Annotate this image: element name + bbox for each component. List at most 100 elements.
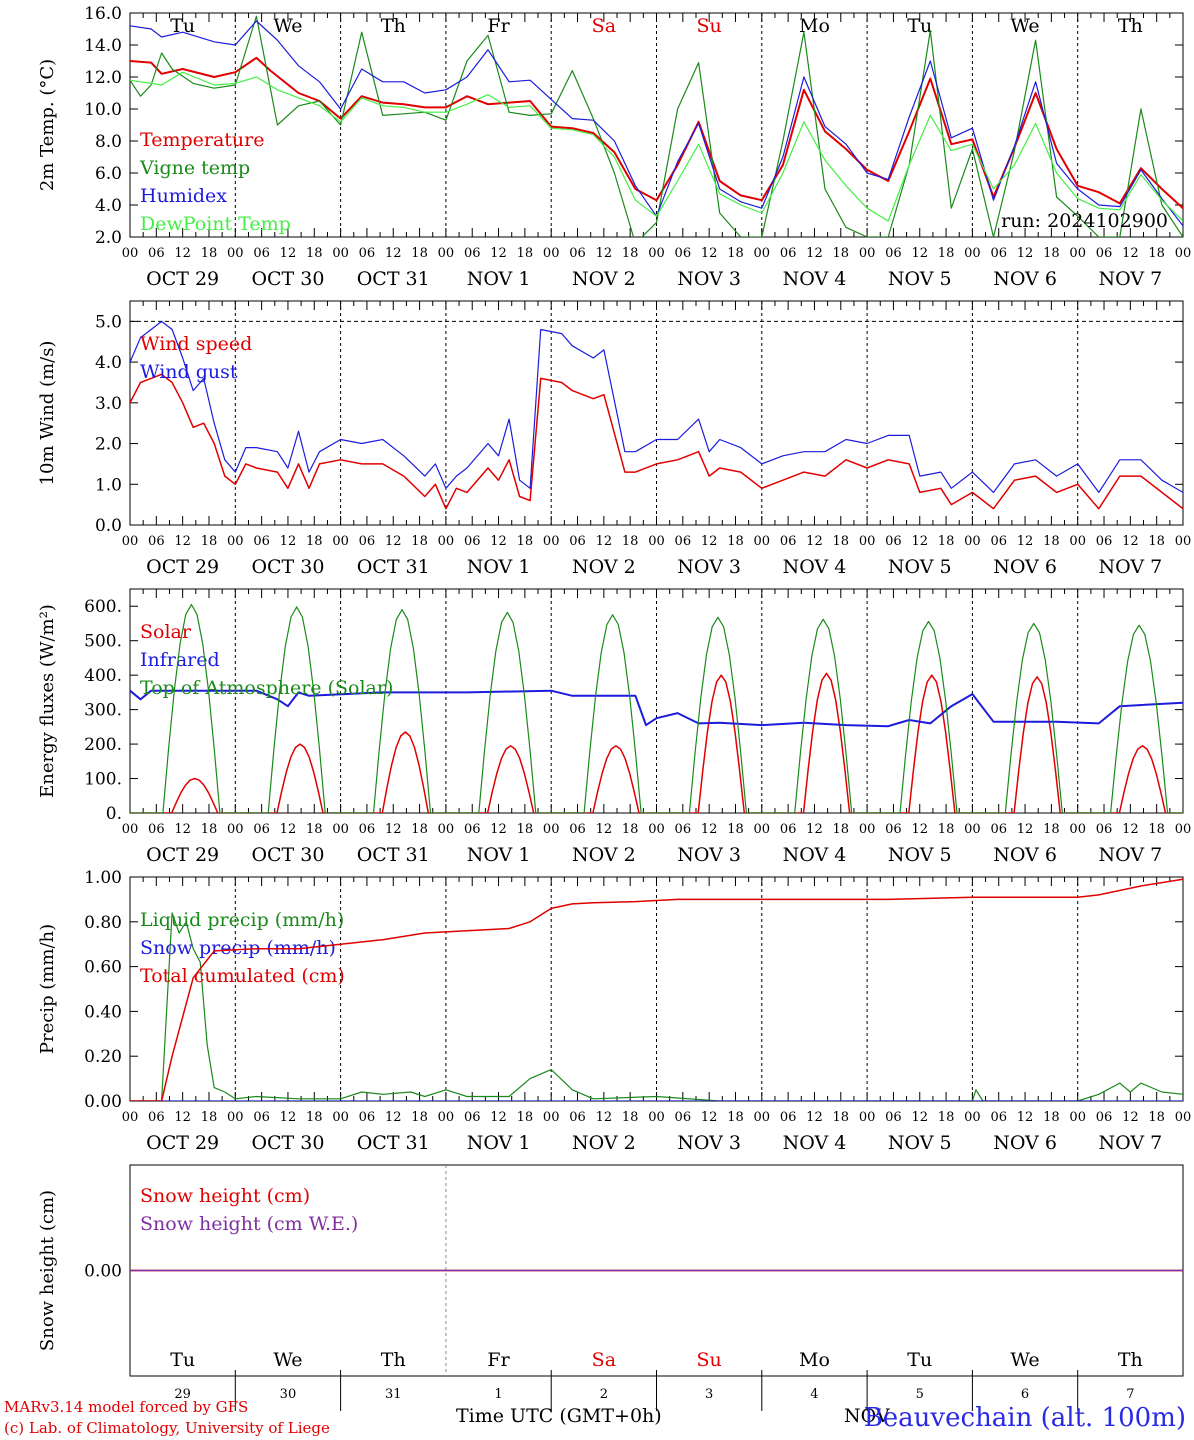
energy-hour-label: 18 xyxy=(306,822,323,837)
energy-hour-label: 18 xyxy=(411,822,428,837)
wind-hour-label: 00 xyxy=(332,534,349,549)
precip-hour-label: 00 xyxy=(964,1110,981,1125)
precip-hour-label: 18 xyxy=(938,1110,955,1125)
temp-hour-label: 00 xyxy=(859,246,876,261)
temp-legend-entry: Humidex xyxy=(140,185,227,207)
energy-date-label: OCT 30 xyxy=(251,844,324,866)
energy-hour-label: 12 xyxy=(385,822,402,837)
energy-y-tick-label: 100. xyxy=(84,770,122,790)
temp-hour-label: 00 xyxy=(122,246,139,261)
snow-day-number: 30 xyxy=(280,1387,297,1402)
temp-day-name: Th xyxy=(381,15,406,37)
energy-hour-label: 12 xyxy=(806,822,823,837)
snow-day-name: Mo xyxy=(799,1349,830,1371)
energy-date-label: OCT 29 xyxy=(146,844,219,866)
precip-hour-label: 18 xyxy=(201,1110,218,1125)
time-axis-label: Time UTC (GMT+0h) xyxy=(456,1405,662,1427)
energy-hour-label: 00 xyxy=(648,822,665,837)
temp-hour-label: 06 xyxy=(253,246,270,261)
temp-date-label: OCT 31 xyxy=(357,268,430,290)
temp-series-dewpoint-temp xyxy=(130,71,1183,222)
temp-day-name: Tu xyxy=(907,15,932,37)
precip-legend-entry: Total cumulated (cm) xyxy=(140,965,345,987)
precip-series-liquid-precip-mm-h- xyxy=(130,912,1183,1101)
wind-date-label: OCT 31 xyxy=(357,556,430,578)
precip-date-label: NOV 5 xyxy=(888,1132,952,1154)
wind-series-wind-speed xyxy=(130,373,1183,510)
energy-hour-label: 12 xyxy=(280,822,297,837)
precip-hour-label: 12 xyxy=(911,1110,928,1125)
energy-hour-label: 06 xyxy=(569,822,586,837)
energy-date-label: OCT 31 xyxy=(357,844,430,866)
energy-y-tick-label: 200. xyxy=(84,735,122,755)
precip-hour-label: 00 xyxy=(754,1110,771,1125)
temp-day-name: Tu xyxy=(170,15,195,37)
precip-hour-label: 00 xyxy=(122,1110,139,1125)
wind-hour-label: 06 xyxy=(253,534,270,549)
precip-hour-label: 06 xyxy=(359,1110,376,1125)
precip-y-tick-label: 0.00 xyxy=(84,1092,122,1112)
wind-hour-label: 18 xyxy=(411,534,428,549)
model-credit: MARv3.14 model forced by GFS xyxy=(4,1398,249,1416)
precip-hour-label: 18 xyxy=(517,1110,534,1125)
precip-y-tick-label: 0.40 xyxy=(84,1002,122,1022)
precip-hour-label: 12 xyxy=(806,1110,823,1125)
wind-hour-label: 00 xyxy=(859,534,876,549)
precip-hour-label: 00 xyxy=(1175,1110,1192,1125)
temp-hour-label: 12 xyxy=(490,246,507,261)
wind-y-tick-label: 5.0 xyxy=(95,312,122,332)
precip-hour-label: 18 xyxy=(833,1110,850,1125)
temp-hour-label: 12 xyxy=(174,246,191,261)
wind-hour-label: 06 xyxy=(780,534,797,549)
lab-credit: (c) Lab. of Climatology, University of L… xyxy=(4,1419,330,1437)
wind-hour-label: 00 xyxy=(1069,534,1086,549)
precip-y-tick-label: 1.00 xyxy=(84,868,122,888)
wind-hour-label: 18 xyxy=(727,534,744,549)
temp-hour-label: 12 xyxy=(596,246,613,261)
temp-series-vigne-temp xyxy=(130,15,1183,237)
precip-hour-label: 00 xyxy=(543,1110,560,1125)
snow-day-name: Tu xyxy=(170,1349,195,1371)
precip-hour-label: 00 xyxy=(859,1110,876,1125)
snow-day-name: We xyxy=(273,1349,302,1371)
precip-hour-label: 00 xyxy=(227,1110,244,1125)
wind-date-label: OCT 30 xyxy=(251,556,324,578)
temp-date-label: NOV 3 xyxy=(677,268,741,290)
temp-day-name: Mo xyxy=(799,15,830,37)
precip-date-label: NOV 7 xyxy=(1098,1132,1162,1154)
wind-hour-label: 18 xyxy=(306,534,323,549)
wind-hour-label: 18 xyxy=(833,534,850,549)
wind-hour-label: 00 xyxy=(122,534,139,549)
energy-hour-label: 18 xyxy=(1148,822,1165,837)
wind-legend-entry: Wind speed xyxy=(140,333,252,355)
snow-day-number: 5 xyxy=(916,1387,924,1402)
precip-date-label: NOV 6 xyxy=(993,1132,1057,1154)
energy-hour-label: 06 xyxy=(990,822,1007,837)
snow-day-number: 7 xyxy=(1126,1387,1134,1402)
precip-hour-label: 06 xyxy=(148,1110,165,1125)
snow-day-name: Th xyxy=(1118,1349,1143,1371)
wind-date-label: NOV 5 xyxy=(888,556,952,578)
temp-hour-label: 18 xyxy=(622,246,639,261)
temp-hour-label: 06 xyxy=(569,246,586,261)
wind-date-label: NOV 1 xyxy=(467,556,531,578)
temp-y-tick-label: 14.0 xyxy=(84,36,122,56)
energy-date-label: NOV 3 xyxy=(677,844,741,866)
temp-hour-label: 00 xyxy=(648,246,665,261)
wind-hour-label: 06 xyxy=(464,534,481,549)
energy-hour-label: 18 xyxy=(727,822,744,837)
snow-day-number: 2 xyxy=(600,1387,608,1402)
temp-hour-label: 06 xyxy=(885,246,902,261)
temp-day-name: Sa xyxy=(592,15,616,37)
energy-hour-label: 06 xyxy=(885,822,902,837)
snow-legend-entry: Snow height (cm) xyxy=(140,1185,310,1207)
wind-y-tick-label: 0.0 xyxy=(95,516,122,536)
energy-legend-entry: Top of Atmosphere (Solar) xyxy=(140,677,393,699)
wind-hour-label: 18 xyxy=(517,534,534,549)
precip-hour-label: 18 xyxy=(411,1110,428,1125)
wind-hour-label: 06 xyxy=(675,534,692,549)
wind-legend-entry: Wind gust xyxy=(140,361,238,383)
precip-hour-label: 00 xyxy=(438,1110,455,1125)
temp-hour-label: 18 xyxy=(201,246,218,261)
snow-day-number: 31 xyxy=(385,1387,402,1402)
